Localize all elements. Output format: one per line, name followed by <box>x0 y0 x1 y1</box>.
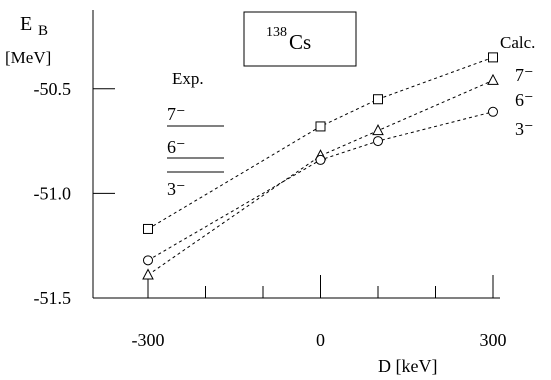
data-point-square <box>373 94 383 105</box>
exp-level-label-7: 7⁻ <box>167 104 186 124</box>
series-label-7: 7⁻ <box>515 65 534 85</box>
y-tick-label: -50.5 <box>34 79 72 99</box>
nucleus-box: 138 Cs <box>243 11 357 67</box>
y-axis-label-unit: [MeV] <box>5 48 51 67</box>
data-point-square <box>315 121 326 132</box>
y-tick-label: -51.5 <box>34 288 72 308</box>
x-axis-label: D [keV] <box>378 356 437 376</box>
calc-label: Calc. <box>500 33 535 52</box>
data-point-square <box>488 52 498 63</box>
nucleus-element: Cs <box>289 30 311 54</box>
series-line <box>147 79 494 276</box>
data-point-square <box>143 223 153 234</box>
y-tick-labels: -51.5 -51.0 -50.5 <box>34 79 72 308</box>
nucleus-mass-number: 138 <box>266 25 287 40</box>
y-axis-label-subscript: B <box>38 23 48 39</box>
exp-levels: Exp. 7⁻ 6⁻ 3⁻ <box>167 69 224 199</box>
data-point-circle <box>143 255 153 266</box>
series-label-3: 3⁻ <box>515 119 534 139</box>
exp-level-label-3: 3⁻ <box>167 179 186 199</box>
data-point-triangle <box>487 73 499 85</box>
data-point-circle <box>488 106 498 117</box>
y-axis-label-main: E <box>20 13 32 35</box>
y-tick-label: -51.0 <box>34 183 72 203</box>
data-point-triangle <box>372 124 384 136</box>
exp-level-label-6: 6⁻ <box>167 137 186 157</box>
exp-label: Exp. <box>172 69 204 88</box>
series-line <box>147 111 494 261</box>
x-tick-label: 300 <box>480 330 507 350</box>
x-tick-labels: -300 0 300 <box>132 330 507 350</box>
data-point-circle <box>315 154 326 165</box>
series-line <box>147 56 494 230</box>
x-tick-label: 0 <box>316 330 325 350</box>
data-point-triangle <box>142 268 154 280</box>
x-ticks <box>147 275 494 298</box>
series-label-6: 6⁻ <box>515 90 534 110</box>
y-ticks <box>93 88 115 299</box>
series-group <box>142 52 499 280</box>
x-tick-label: -300 <box>132 330 165 350</box>
data-point-circle <box>373 136 383 147</box>
